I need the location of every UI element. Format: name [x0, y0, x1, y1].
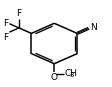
- Text: N: N: [90, 23, 96, 32]
- Text: F: F: [3, 33, 8, 42]
- Text: O: O: [50, 73, 57, 82]
- Text: F: F: [16, 9, 21, 18]
- Text: F: F: [3, 19, 8, 28]
- Text: CH: CH: [64, 69, 77, 78]
- Text: 3: 3: [69, 72, 74, 78]
